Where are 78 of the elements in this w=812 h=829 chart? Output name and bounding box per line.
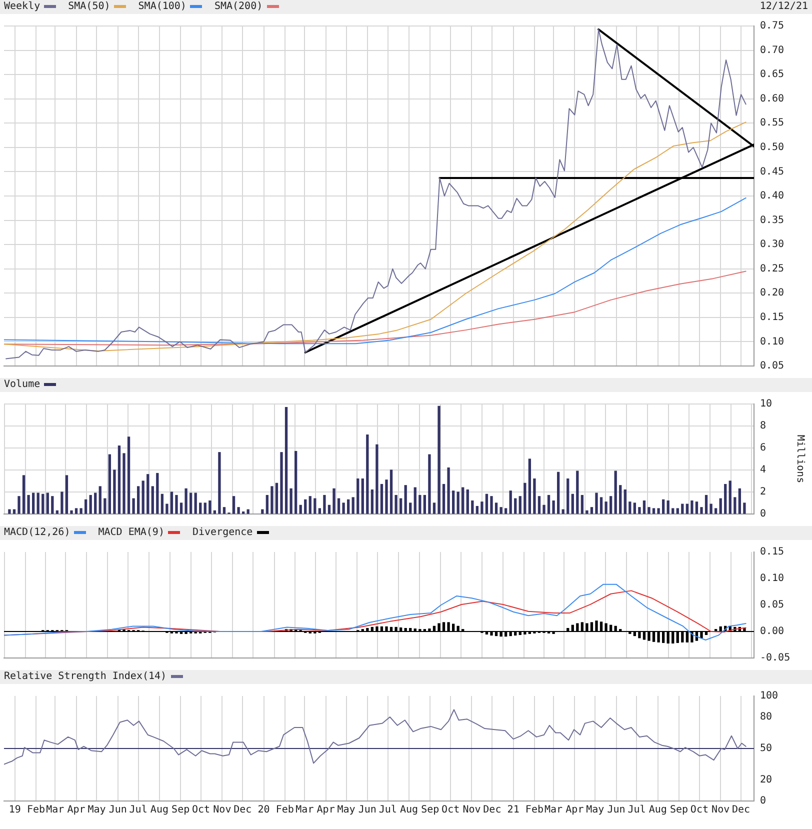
x-tick-label: Feb [276, 804, 294, 816]
x-tick-label: Jun [108, 804, 127, 816]
legend-label: Relative Strength Index(14) [4, 671, 167, 682]
x-tick-label: Aug [400, 804, 418, 816]
y-tick-label: 20 [760, 774, 772, 786]
x-tick-label: May [337, 804, 356, 816]
legend-label: SMA(200) [214, 1, 263, 12]
y-tick-label: 0.50 [760, 142, 784, 154]
legend-label: MACD(12,26) [4, 527, 70, 538]
y-tick-label: 0.05 [760, 600, 784, 611]
x-tick-label: May [586, 804, 604, 816]
x-tick-label: Apr [316, 804, 335, 816]
x-tick-label: Dec [483, 804, 502, 816]
y-tick-label: 10 [760, 398, 772, 410]
legend-label: Divergence [192, 527, 253, 538]
legend-label: SMA(50) [68, 1, 110, 12]
y-tick-label: -0.05 [760, 652, 790, 664]
x-tick-label: 19 [8, 804, 21, 816]
y-tick-label: 80 [760, 712, 772, 723]
y-tick-label: 6 [760, 442, 766, 454]
x-tick-label: Dec [234, 804, 252, 816]
x-tick-label: Jul [378, 804, 397, 816]
x-tick-label: Nov [712, 804, 730, 816]
x-tick-label: Dec [732, 804, 750, 816]
x-tick-label: Apr [67, 804, 86, 816]
y-tick-label: 0.40 [760, 190, 784, 202]
x-tick-label: Sep [670, 804, 688, 816]
y-tick-label: 100 [760, 690, 778, 702]
y-tick-label: 50 [760, 743, 772, 754]
x-tick-label: 21 [507, 804, 520, 816]
x-tick-label: Aug [150, 804, 168, 816]
x-tick-label: Oct [192, 804, 210, 816]
y-tick-label: 0 [760, 508, 766, 520]
y-tick-label: 0.00 [760, 626, 784, 638]
x-tick-label: Jul [129, 804, 148, 816]
y-tick-label: 0.25 [760, 263, 784, 274]
x-tick-label: Oct [690, 804, 708, 816]
legend-label: MACD EMA(9) [98, 527, 164, 538]
x-tick-label: Jun [607, 804, 626, 816]
x-tick-label: Apr [566, 804, 584, 816]
text: 12/12/21 [760, 0, 808, 14]
legend-label: Volume [4, 379, 40, 390]
y-tick-label: 8 [760, 420, 766, 432]
y-tick-label: 0.15 [760, 312, 784, 324]
y-tick-label: 0.60 [760, 93, 784, 104]
x-tick-label: 20 [258, 804, 270, 816]
y-tick-label: 0.10 [760, 573, 784, 584]
y-tick-label: 0.70 [760, 44, 784, 56]
y-tick-label: 0.35 [760, 214, 784, 226]
x-tick-label: Mar [544, 804, 563, 816]
x-tick-label: Oct [442, 804, 460, 816]
x-tick-label: Sep [421, 804, 440, 816]
y-tick-label: 4 [760, 464, 766, 476]
y-axis-title: Millions [794, 434, 806, 484]
y-tick-label: 0.65 [760, 69, 784, 80]
y-tick-label: 0.30 [760, 239, 784, 250]
y-tick-label: 0.45 [760, 166, 784, 178]
y-tick-label: 0.15 [760, 546, 784, 558]
y-tick-label: 0.75 [760, 20, 784, 32]
x-tick-label: Nov [462, 804, 481, 816]
x-tick-label: Feb [525, 804, 544, 816]
x-tick-label: Jun [358, 804, 376, 816]
x-tick-label: Sep [172, 804, 190, 816]
y-tick-label: 0.10 [760, 336, 784, 348]
x-tick-label: May [88, 804, 106, 816]
x-tick-label: Aug [648, 804, 667, 816]
legend-label: SMA(100) [138, 1, 186, 12]
y-tick-label: 0.55 [760, 118, 784, 129]
legend-label: Weekly [4, 1, 40, 12]
y-tick-label: 2 [760, 486, 766, 498]
x-tick-label: Mar [46, 804, 64, 816]
y-tick-label: 0 [760, 796, 766, 807]
x-tick-label: Jul [628, 804, 646, 816]
x-tick-label: Feb [27, 804, 46, 816]
x-tick-label: Nov [213, 804, 232, 816]
y-tick-label: 0.20 [760, 288, 784, 299]
y-tick-label: 0.05 [760, 360, 784, 372]
x-tick-label: Mar [296, 804, 314, 816]
